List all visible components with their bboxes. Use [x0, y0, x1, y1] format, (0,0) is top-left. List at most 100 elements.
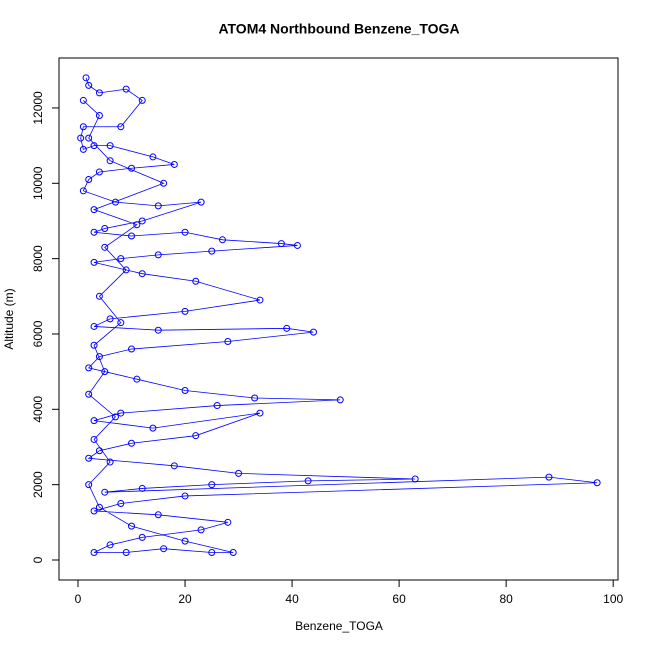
point — [208, 548, 216, 556]
point — [251, 394, 259, 402]
point — [138, 484, 146, 492]
y-tick-label: 2000 — [31, 471, 45, 498]
point — [170, 462, 178, 470]
point — [117, 499, 125, 507]
chart-title: ATOM4 Northbound Benzene_TOGA — [218, 21, 459, 37]
point — [181, 537, 189, 545]
point — [411, 475, 419, 483]
point — [117, 409, 125, 417]
point — [122, 85, 130, 93]
point — [90, 548, 98, 556]
x-axis-label: Benzene_TOGA — [295, 619, 383, 633]
y-tick-label: 6000 — [31, 320, 45, 347]
point — [85, 176, 93, 184]
x-tick-label: 0 — [75, 592, 82, 606]
point — [593, 479, 601, 487]
point — [224, 518, 232, 526]
point — [90, 322, 98, 330]
point — [106, 142, 114, 150]
point — [256, 409, 264, 417]
point — [304, 477, 312, 485]
point — [90, 258, 98, 266]
point — [95, 447, 103, 455]
point — [154, 202, 162, 210]
point — [293, 241, 301, 249]
y-axis-label: Altitude (m) — [2, 288, 16, 349]
point — [106, 541, 114, 549]
y-tick-label: 0 — [31, 556, 45, 563]
point — [128, 164, 136, 172]
y-tick-label: 10000 — [31, 166, 45, 200]
point — [101, 368, 109, 376]
point — [154, 511, 162, 519]
point — [128, 345, 136, 353]
point — [117, 123, 125, 131]
point — [95, 292, 103, 300]
point — [85, 134, 93, 142]
point — [90, 228, 98, 236]
plot-frame — [58, 57, 619, 581]
x-tick-label: 40 — [285, 592, 299, 606]
point — [133, 221, 141, 229]
point — [192, 432, 200, 440]
point — [170, 160, 178, 168]
point — [90, 435, 98, 443]
x-tick-label: 100 — [603, 592, 623, 606]
point — [256, 296, 264, 304]
point — [309, 328, 317, 336]
point — [154, 251, 162, 259]
point — [208, 481, 216, 489]
point — [154, 326, 162, 334]
point — [138, 217, 146, 225]
point — [181, 307, 189, 315]
point — [106, 458, 114, 466]
point — [85, 481, 93, 489]
point — [90, 417, 98, 425]
x-tick-label: 60 — [392, 592, 406, 606]
point — [138, 270, 146, 278]
point — [181, 386, 189, 394]
point — [95, 89, 103, 97]
point — [122, 266, 130, 274]
point — [277, 240, 285, 248]
point — [128, 439, 136, 447]
x-tick-label: 80 — [499, 592, 513, 606]
series-line — [80, 77, 598, 553]
point — [85, 81, 93, 89]
point — [79, 145, 87, 153]
y-tick-label: 8000 — [31, 245, 45, 272]
point — [79, 96, 87, 104]
point — [122, 548, 130, 556]
point — [85, 390, 93, 398]
point — [197, 198, 205, 206]
point — [545, 473, 553, 481]
point — [101, 224, 109, 232]
point — [229, 548, 237, 556]
point — [160, 179, 168, 187]
x-tick-label: 20 — [178, 592, 192, 606]
point — [101, 488, 109, 496]
point — [336, 396, 344, 404]
point — [95, 503, 103, 511]
point — [95, 353, 103, 361]
point — [117, 319, 125, 327]
point — [90, 142, 98, 150]
point — [95, 111, 103, 119]
point — [128, 232, 136, 240]
point — [160, 545, 168, 553]
point — [138, 96, 146, 104]
point — [90, 341, 98, 349]
point — [79, 187, 87, 195]
point — [128, 522, 136, 530]
point — [106, 315, 114, 323]
point — [111, 413, 119, 421]
point — [82, 74, 90, 82]
y-tick-label: 4000 — [31, 396, 45, 423]
point — [235, 469, 243, 477]
point — [149, 153, 157, 161]
point — [224, 338, 232, 346]
point — [111, 198, 119, 206]
point — [90, 206, 98, 214]
point — [85, 454, 93, 462]
point — [95, 168, 103, 176]
